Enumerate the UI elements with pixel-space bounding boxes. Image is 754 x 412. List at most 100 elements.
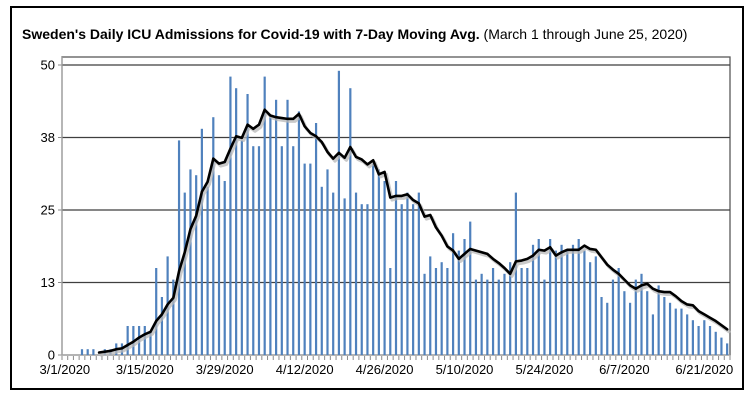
daily-admissions-bar bbox=[589, 262, 592, 355]
daily-admissions-bar bbox=[377, 169, 380, 355]
daily-admissions-bar bbox=[526, 268, 529, 355]
daily-admissions-bar bbox=[366, 204, 369, 355]
daily-admissions-bar bbox=[577, 239, 580, 355]
daily-admissions-bar bbox=[680, 308, 683, 355]
y-axis-label: 0 bbox=[48, 348, 55, 363]
chart-title-subtitle: (March 1 through June 25, 2020) bbox=[479, 26, 688, 42]
daily-admissions-bar bbox=[354, 192, 358, 355]
y-axis-label: 38 bbox=[41, 130, 55, 145]
daily-admissions-bar bbox=[440, 262, 443, 355]
daily-admissions-bar bbox=[257, 146, 261, 355]
daily-admissions-bar bbox=[280, 146, 283, 355]
daily-admissions-bar bbox=[491, 268, 495, 355]
daily-admissions-bar bbox=[320, 186, 323, 355]
daily-admissions-bar bbox=[360, 204, 363, 355]
daily-admissions-bar bbox=[600, 297, 603, 355]
daily-admissions-bar bbox=[126, 326, 129, 355]
daily-admissions-bar bbox=[434, 268, 438, 355]
y-axis-label: 50 bbox=[41, 58, 55, 73]
daily-admissions-bar bbox=[429, 256, 432, 355]
daily-admissions-bar bbox=[177, 140, 181, 355]
daily-admissions-bar bbox=[554, 250, 557, 355]
daily-admissions-bar bbox=[703, 320, 706, 355]
y-axis-label: 13 bbox=[41, 275, 55, 290]
daily-admissions-bar bbox=[560, 244, 563, 355]
daily-admissions-bar bbox=[263, 76, 266, 355]
daily-admissions-bar bbox=[309, 163, 312, 355]
daily-admissions-bar bbox=[457, 250, 460, 355]
daily-admissions-bar bbox=[646, 291, 649, 355]
daily-admissions-bar bbox=[686, 314, 689, 355]
daily-admissions-bar bbox=[628, 302, 632, 355]
daily-admissions-bar bbox=[543, 279, 546, 355]
daily-admissions-bar bbox=[212, 117, 215, 355]
daily-admissions-bar bbox=[149, 331, 152, 355]
daily-admissions-bar bbox=[160, 297, 164, 355]
daily-admissions-bar bbox=[451, 233, 455, 355]
daily-admissions-bar bbox=[343, 198, 346, 355]
daily-admissions-bar bbox=[469, 221, 472, 355]
x-axis-label: 5/24/2020 bbox=[516, 362, 574, 377]
daily-admissions-bar bbox=[400, 204, 403, 355]
daily-admissions-bar bbox=[183, 192, 186, 355]
x-axis-label: 3/29/2020 bbox=[196, 362, 254, 377]
daily-admissions-bar bbox=[423, 273, 426, 355]
x-axis-label: 3/15/2020 bbox=[116, 362, 174, 377]
daily-admissions-bar bbox=[486, 279, 489, 355]
daily-admissions-bar bbox=[474, 279, 478, 355]
daily-admissions-bar bbox=[634, 279, 637, 355]
daily-admissions-bar bbox=[497, 279, 500, 355]
daily-admissions-bar bbox=[412, 204, 415, 355]
moving-average-line bbox=[97, 108, 729, 354]
daily-admissions-bar bbox=[229, 76, 232, 355]
x-axis-label: 3/1/2020 bbox=[40, 362, 91, 377]
daily-admissions-bar bbox=[92, 349, 95, 355]
daily-admissions-bar bbox=[726, 343, 729, 355]
daily-admissions-bar bbox=[172, 279, 175, 355]
daily-admissions-bar bbox=[611, 279, 615, 355]
daily-admissions-bar bbox=[383, 181, 386, 355]
daily-admissions-bar bbox=[663, 297, 666, 355]
daily-admissions-bar bbox=[668, 302, 672, 355]
daily-admissions-bar bbox=[314, 123, 318, 355]
daily-admissions-bar bbox=[326, 169, 329, 355]
x-axis-label: 5/10/2020 bbox=[436, 362, 494, 377]
daily-admissions-bar bbox=[269, 117, 272, 355]
daily-admissions-bar bbox=[372, 163, 375, 355]
chart-title-main: Sweden's Daily ICU Admissions for Covid-… bbox=[22, 26, 480, 42]
daily-admissions-bar bbox=[303, 163, 306, 355]
daily-admissions-bar bbox=[240, 140, 243, 355]
y-axis-label: 25 bbox=[41, 203, 55, 218]
daily-admissions-bar bbox=[195, 175, 198, 355]
daily-admissions-bar bbox=[189, 169, 192, 355]
daily-admissions-bar bbox=[223, 181, 226, 355]
daily-admissions-bar bbox=[640, 273, 643, 355]
daily-admissions-bar bbox=[332, 192, 335, 355]
daily-admissions-bar bbox=[143, 326, 146, 355]
daily-admissions-bar bbox=[583, 250, 586, 355]
daily-admissions-bar bbox=[406, 192, 409, 355]
x-axis-label: 6/21/2020 bbox=[675, 362, 733, 377]
daily-admissions-bar bbox=[537, 239, 540, 355]
daily-admissions-bar bbox=[714, 331, 717, 355]
daily-admissions-bar bbox=[446, 268, 449, 355]
daily-admissions-bar bbox=[246, 94, 249, 355]
daily-admissions-bar bbox=[514, 192, 517, 355]
daily-admissions-bar bbox=[509, 262, 512, 355]
x-axis-label: 4/26/2020 bbox=[356, 362, 414, 377]
daily-admissions-bar bbox=[349, 88, 352, 355]
daily-admissions-bar bbox=[292, 146, 295, 355]
daily-admissions-bar bbox=[657, 285, 660, 355]
daily-admissions-bar bbox=[520, 268, 523, 355]
x-axis-label: 4/12/2020 bbox=[276, 362, 334, 377]
daily-admissions-bar bbox=[674, 308, 677, 355]
daily-admissions-bar bbox=[531, 244, 535, 355]
daily-admissions-bar bbox=[651, 314, 655, 355]
daily-admissions-bar bbox=[623, 291, 626, 355]
daily-admissions-bar bbox=[617, 268, 620, 355]
daily-admissions-bar bbox=[80, 349, 84, 355]
daily-admissions-bar bbox=[337, 70, 341, 356]
daily-admissions-bar bbox=[394, 181, 398, 355]
chart-title: Sweden's Daily ICU Admissions for Covid-… bbox=[22, 26, 738, 42]
